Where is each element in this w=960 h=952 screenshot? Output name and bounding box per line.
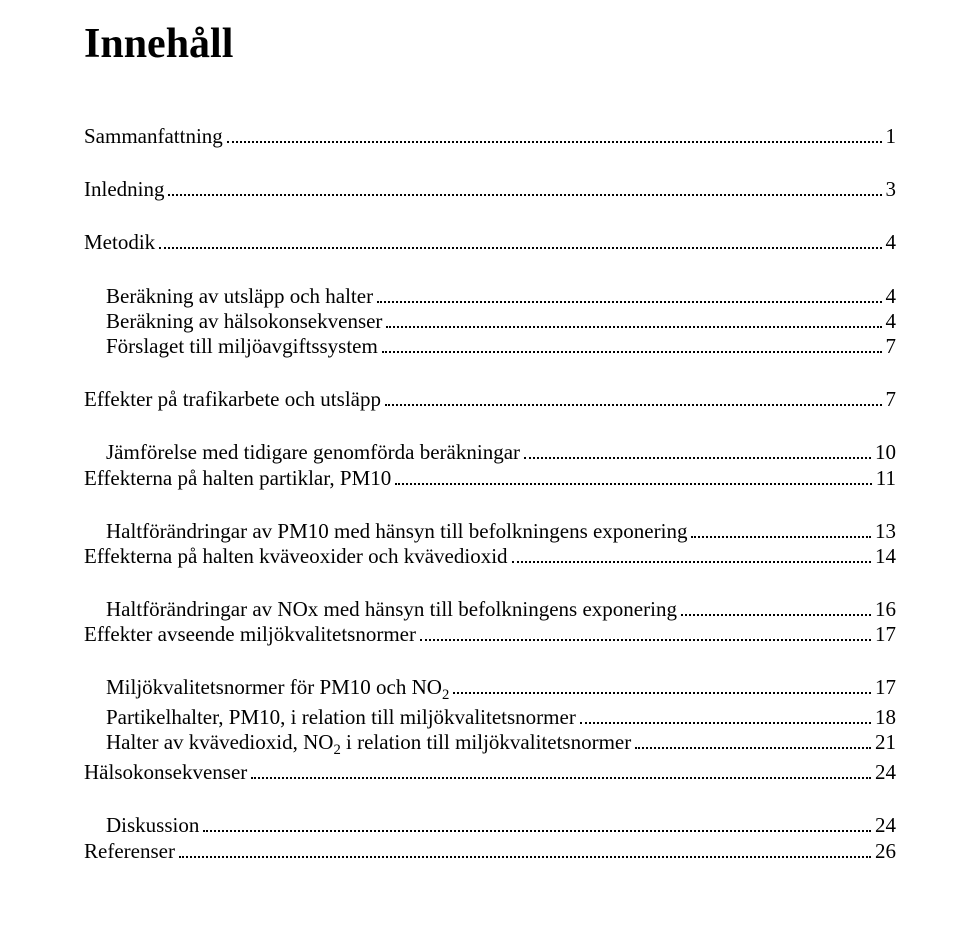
toc-leader-dots (385, 390, 882, 406)
toc-leader-dots (179, 842, 871, 858)
toc-entry: Miljökvalitetsnormer för PM10 och NO2 17 (106, 675, 896, 705)
toc-leader-dots (635, 734, 871, 750)
toc-page-number: 3 (886, 177, 897, 202)
toc-label: Jämförelse med tidigare genomförda beräk… (106, 440, 520, 465)
toc-page-number: 4 (886, 230, 897, 255)
toc-entry: Förslaget till miljöavgiftssystem 7 (106, 334, 896, 359)
subscript: 2 (333, 743, 340, 759)
toc-leader-dots (251, 764, 871, 780)
toc-leader-dots (691, 522, 871, 538)
toc-entry: Haltförändringar av PM10 med hänsyn till… (106, 519, 896, 544)
toc-entry: Sammanfattning 1 (84, 124, 896, 149)
toc-leader-dots (377, 287, 881, 303)
toc-leader-dots (580, 709, 871, 725)
toc-leader-dots (159, 234, 881, 250)
toc-label: Haltförändringar av PM10 med hänsyn till… (106, 519, 687, 544)
toc-leader-dots (681, 600, 871, 616)
toc-leader-dots (395, 469, 872, 485)
toc-entry: Effekterna på halten partiklar, PM10 11 (84, 466, 896, 491)
toc-entry: Metodik 4 (84, 230, 896, 255)
page-title: Innehåll (84, 20, 896, 68)
toc-label: Beräkning av utsläpp och halter (106, 284, 373, 309)
toc-entry: Beräkning av utsläpp och halter 4 (106, 284, 896, 309)
toc-label: Inledning (84, 177, 164, 202)
toc-entry: Diskussion 24 (106, 813, 896, 838)
toc-page-number: 17 (875, 622, 896, 647)
toc-label: Beräkning av hälsokonsekvenser (106, 309, 382, 334)
toc-page-number: 21 (875, 730, 896, 755)
toc-entry: Effekterna på halten kväveoxider och kvä… (84, 544, 896, 569)
toc-entry: Halter av kvävedioxid, NO2 i relation ti… (106, 730, 896, 760)
toc-page-number: 11 (876, 466, 896, 491)
toc-page-number: 24 (875, 760, 896, 785)
toc-page-number: 16 (875, 597, 896, 622)
toc-label: Metodik (84, 230, 155, 255)
toc-entry: Haltförändringar av NOx med hänsyn till … (106, 597, 896, 622)
toc-label: Hälsokonsekvenser (84, 760, 247, 785)
toc-page-number: 17 (875, 675, 896, 700)
toc-page-number: 7 (886, 334, 897, 359)
toc-page-number: 10 (875, 440, 896, 465)
toc-label: Effekterna på halten kväveoxider och kvä… (84, 544, 508, 569)
toc-leader-dots (227, 127, 882, 143)
toc-page-number: 18 (875, 705, 896, 730)
toc-leader-dots (203, 817, 871, 833)
toc-page-number: 4 (886, 309, 897, 334)
toc-leader-dots (386, 312, 881, 328)
toc-label: Effekterna på halten partiklar, PM10 (84, 466, 391, 491)
toc-entry: Hälsokonsekvenser 24 (84, 760, 896, 785)
toc-page-number: 26 (875, 839, 896, 864)
toc-page-number: 1 (886, 124, 897, 149)
toc-entry: Referenser 26 (84, 839, 896, 864)
toc-leader-dots (512, 547, 871, 563)
toc-label: Effekter avseende miljökvalitetsnormer (84, 622, 416, 647)
toc-label: Partikelhalter, PM10, i relation till mi… (106, 705, 576, 730)
toc-leader-dots (168, 180, 881, 196)
toc-page-number: 24 (875, 813, 896, 838)
toc-label: Miljökvalitetsnormer för PM10 och NO2 (106, 675, 449, 705)
toc-label: Förslaget till miljöavgiftssystem (106, 334, 378, 359)
toc-page-number: 4 (886, 284, 897, 309)
toc-leader-dots (453, 679, 871, 695)
toc-entry: Beräkning av hälsokonsekvenser 4 (106, 309, 896, 334)
toc-page-number: 14 (875, 544, 896, 569)
toc-label: Sammanfattning (84, 124, 223, 149)
table-of-contents: Sammanfattning1Inledning3Metodik4Beräkni… (84, 124, 896, 864)
toc-page-number: 7 (886, 387, 897, 412)
subscript: 2 (442, 688, 449, 704)
toc-label: Effekter på trafikarbete och utsläpp (84, 387, 381, 412)
toc-label: Halter av kvävedioxid, NO2 i relation ti… (106, 730, 631, 760)
toc-page-number: 13 (875, 519, 896, 544)
toc-leader-dots (524, 444, 871, 460)
toc-entry: Effekter på trafikarbete och utsläpp 7 (84, 387, 896, 412)
toc-label: Referenser (84, 839, 175, 864)
toc-entry: Jämförelse med tidigare genomförda beräk… (106, 440, 896, 465)
toc-entry: Partikelhalter, PM10, i relation till mi… (106, 705, 896, 730)
toc-label: Diskussion (106, 813, 199, 838)
toc-leader-dots (420, 626, 871, 642)
toc-label: Haltförändringar av NOx med hänsyn till … (106, 597, 677, 622)
toc-entry: Effekter avseende miljökvalitetsnormer 17 (84, 622, 896, 647)
toc-leader-dots (382, 337, 882, 353)
toc-entry: Inledning 3 (84, 177, 896, 202)
